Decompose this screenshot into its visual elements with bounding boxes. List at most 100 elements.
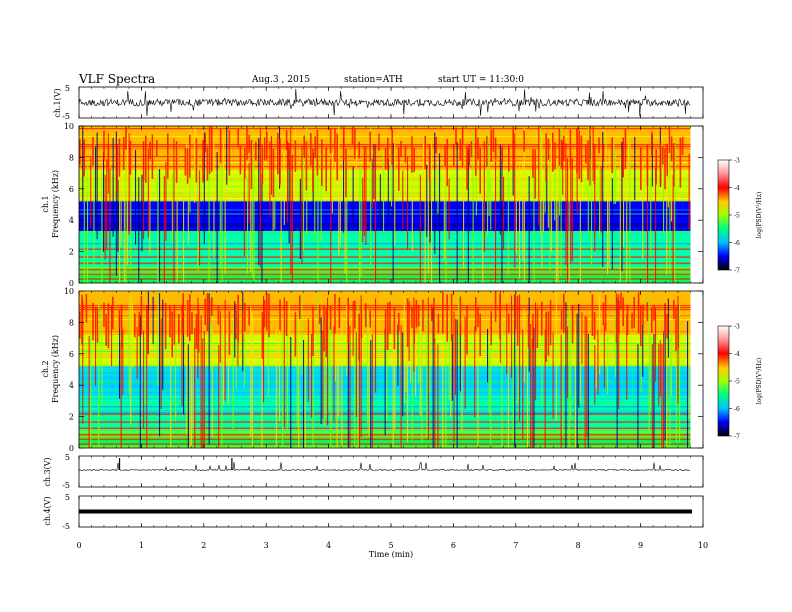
spectrogram-high-psd <box>347 297 349 344</box>
spectrogram-sferic <box>592 126 594 181</box>
spectrogram-high-psd <box>79 311 81 339</box>
spectrogram-sferic <box>445 180 447 283</box>
spectrogram-high-psd <box>387 137 389 170</box>
spectrogram-sferic <box>253 160 255 283</box>
spectrogram-sferic <box>317 148 319 283</box>
spectrogram-high-psd <box>428 144 431 182</box>
spectrogram-sferic <box>570 315 572 421</box>
spectrogram-striation <box>79 444 691 446</box>
spectrogram-sferic <box>642 162 644 259</box>
spectrogram-sferic <box>541 132 543 267</box>
spectrogram-high-psd <box>598 137 600 154</box>
spectrogram-sferic <box>427 297 429 441</box>
spectrogram-sferic <box>627 135 629 188</box>
spectrogram-sferic <box>187 344 189 448</box>
spectrogram-high-psd <box>459 296 462 335</box>
spectrogram-high-psd <box>587 140 589 181</box>
spectrogram-high-psd <box>499 293 501 340</box>
spectrogram-sferic <box>312 344 314 448</box>
spectrogram-sferic <box>453 311 455 443</box>
spectrogram-high-psd <box>318 304 321 324</box>
x-tick-label-10: 10 <box>698 541 708 550</box>
spectrogram-high-psd <box>237 294 239 343</box>
ch4-waveform-ytick-top: 5 <box>65 493 70 502</box>
spectrogram-sferic <box>397 324 399 386</box>
spectrogram-sferic <box>210 310 212 371</box>
spectrogram-sferic <box>512 343 514 442</box>
spectrogram-high-psd <box>112 296 114 330</box>
spectrogram-high-psd <box>681 136 684 155</box>
spectrogram-striation <box>79 271 691 273</box>
spectrogram-sferic <box>157 162 159 283</box>
spectrogram-high-psd <box>532 313 534 350</box>
spectrogram-sferic <box>247 175 249 274</box>
spectrogram-sferic <box>528 176 530 283</box>
spectrogram-sferic <box>349 325 351 448</box>
spectrogram-sferic <box>507 332 509 448</box>
spectrogram-sferic <box>213 136 215 258</box>
x-tick-label-5: 5 <box>388 541 393 550</box>
spectrogram-striation <box>79 191 691 194</box>
ch2-spectrogram-ylabel-top: ch.2 <box>41 360 50 377</box>
spectrogram-sferic <box>143 148 145 240</box>
spectrogram-sferic <box>554 143 556 221</box>
spectrogram-high-psd <box>563 293 565 333</box>
spectrogram-high-psd <box>285 130 288 151</box>
spectrogram-sferic <box>290 336 292 448</box>
spectrogram-high-psd <box>580 135 583 183</box>
spectrogram-striation <box>79 213 691 215</box>
spectrogram-high-psd <box>585 145 587 164</box>
spectrogram-high-psd <box>369 310 371 328</box>
spectrogram-high-psd <box>334 294 336 334</box>
spectrogram-high-psd <box>664 148 666 190</box>
ch2-spectrogram-yticks: 0 2 4 6 8 10 <box>64 287 703 453</box>
spectrogram-high-psd <box>378 133 380 151</box>
y-tick-label-8: 8 <box>69 153 74 162</box>
spectrogram-high-psd <box>189 134 191 178</box>
spectrogram-high-psd <box>197 309 200 353</box>
spectrogram-striation <box>79 128 691 130</box>
spectrogram-high-psd <box>640 305 642 347</box>
y-tick-label-2: 2 <box>69 413 74 422</box>
spectrogram-no-data <box>690 126 703 283</box>
spectrogram-striation <box>79 162 691 164</box>
spectrogram-high-psd <box>673 300 675 319</box>
spectrogram-high-psd <box>263 137 266 161</box>
spectrogram-sferic <box>615 151 617 204</box>
spectrogram-sferic <box>392 143 394 283</box>
spectrogram-high-psd <box>604 294 607 331</box>
spectrogram-sferic <box>607 336 609 395</box>
spectrogram-sferic <box>88 336 90 448</box>
spectrogram-sferic <box>301 145 303 265</box>
x-tick-label-4: 4 <box>326 541 331 550</box>
spectrogram-striation <box>79 261 691 263</box>
spectrogram-sferic <box>519 166 521 279</box>
spectrogram-hum-line <box>79 268 691 271</box>
spectrogram-high-psd <box>138 311 140 337</box>
spectrogram-high-psd <box>468 144 470 166</box>
spectrogram-sferic <box>226 126 228 185</box>
spectrogram-sferic <box>127 133 129 266</box>
spectrogram-sferic <box>98 300 100 448</box>
spectrogram-sferic <box>371 334 373 448</box>
spectrogram-sferic <box>197 160 199 271</box>
spectrogram-high-psd <box>268 293 270 338</box>
spectrogram-sferic <box>487 328 489 383</box>
spectrogram-sferic <box>443 162 445 262</box>
spectrogram-high-psd <box>360 306 363 338</box>
spectrogram-high-psd <box>118 138 121 177</box>
spectrogram-sferic <box>199 170 201 266</box>
spectrogram-high-psd <box>351 127 354 146</box>
spectrogram-high-psd <box>334 127 336 162</box>
spectrogram-high-psd <box>433 297 435 344</box>
ch1-colorbar-scale <box>717 159 730 271</box>
spectrogram-high-psd <box>261 312 264 359</box>
spectrogram-sferic <box>203 330 205 448</box>
spectrogram-sferic <box>173 138 175 283</box>
spectrogram-high-psd <box>536 308 539 348</box>
spectrogram-sferic <box>439 153 441 283</box>
spectrogram-sferic <box>288 149 290 244</box>
spectrogram-high-psd <box>670 136 673 162</box>
spectrogram-sferic <box>323 303 325 427</box>
colorbar-tick-label--3: -3 <box>734 324 740 331</box>
